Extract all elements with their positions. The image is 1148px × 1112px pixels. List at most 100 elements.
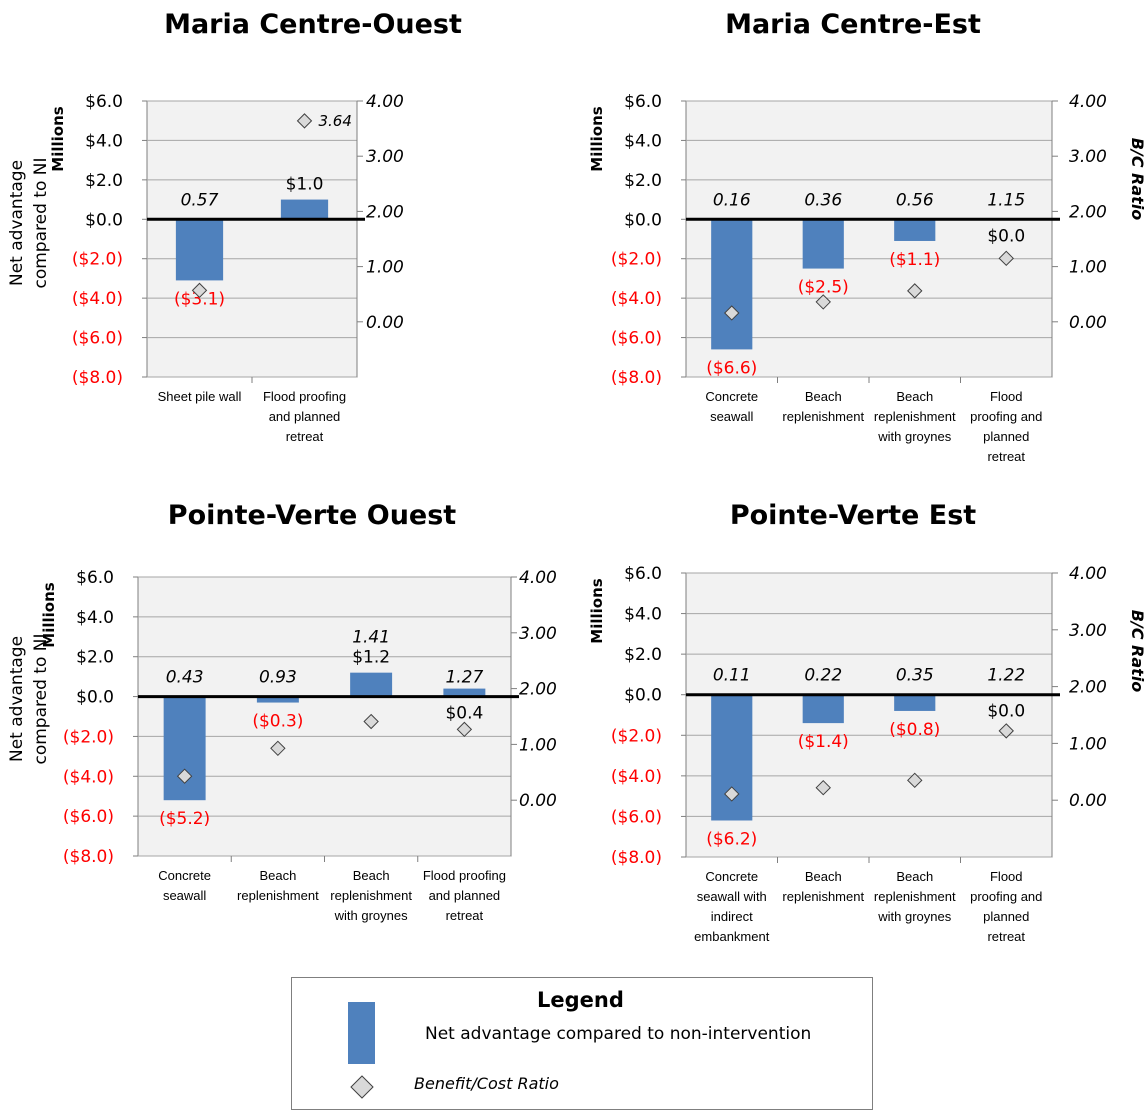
category-label: Beach (896, 869, 933, 884)
ratio-label: 0.57 (181, 190, 219, 210)
category-label: Flood (990, 389, 1023, 404)
chart-2: Maria Centre-Est ($8.0) ($6.0) ($4.0) ($2.0)… (588, 9, 1147, 464)
ratio-marker (176, 768, 193, 784)
bar (802, 219, 844, 269)
y-tick-label: ($8.0) (611, 368, 662, 388)
category-label: retreat (446, 908, 484, 923)
ratio-marker (191, 282, 208, 299)
bar-value-label: ($1.4) (798, 732, 849, 752)
ratio-marker (907, 772, 923, 789)
bar-value-label: ($2.5) (798, 278, 849, 298)
category-label: indirect (711, 909, 753, 924)
y-tick-label: ($2.0) (611, 250, 662, 270)
legend-bar-label: Net advantage compared to non-interventi… (425, 1024, 812, 1044)
ratio-marker (724, 786, 740, 802)
bar (894, 219, 936, 241)
ratio-marker (815, 294, 831, 310)
y-unit-label: Millions (588, 578, 606, 643)
category-label: Beach (805, 389, 842, 404)
y-tick-label: $4.0 (76, 608, 114, 628)
category-label: planned (983, 429, 1029, 444)
y-tick-label: $2.0 (624, 645, 662, 665)
category-label: and planned (429, 888, 501, 903)
category-label: Beach (259, 868, 296, 883)
legend-diamond-label: Benefit/Cost Ratio (414, 1074, 559, 1093)
bar-value-label: $1.2 (352, 648, 390, 668)
y2-tick-label: 1.00 (366, 258, 404, 278)
chart-1: Maria Centre-Ouest ($8.0) ($6.0) ($4.0) ($2.… (7, 9, 462, 444)
y-unit-label: Millions (49, 106, 67, 171)
bar-value-label: ($6.6) (706, 358, 757, 378)
legend-bar-swatch (348, 1002, 375, 1064)
ratio-marker (456, 721, 473, 738)
y2-tick-label: 4.00 (519, 568, 557, 588)
bar (350, 672, 393, 697)
y-tick-label: ($2.0) (63, 727, 114, 747)
y-axis-title: Net advantage (7, 160, 27, 286)
y2-tick-label: 2.00 (519, 680, 557, 700)
y2-tick-label: 0.00 (366, 313, 404, 333)
category-label: Flood proofing (263, 389, 346, 404)
ratio-label: 0.16 (713, 190, 751, 210)
bar-value-label: $0.0 (987, 702, 1025, 722)
ratio-label: 1.22 (987, 666, 1025, 686)
ratio-label: 0.35 (896, 666, 934, 686)
y-tick-label: ($4.0) (611, 289, 662, 309)
y-tick-label: ($8.0) (611, 848, 662, 868)
bar (256, 696, 299, 703)
category-label: retreat (987, 929, 1025, 944)
ratio-marker (815, 779, 831, 796)
category-label: retreat (987, 449, 1025, 464)
bar-value-label: $0.4 (445, 704, 483, 724)
ratio-label: 0.93 (259, 668, 297, 688)
y-tick-label: $2.0 (624, 171, 662, 191)
ratio-label: 0.11 (713, 666, 751, 686)
category-label: replenishment (330, 888, 412, 903)
bar (894, 694, 936, 711)
y-unit-label: Millions (40, 582, 58, 647)
category-label: embankment (694, 929, 770, 944)
y-tick-label: ($6.0) (611, 807, 662, 827)
ratio-marker (724, 305, 740, 321)
y-tick-label: $6.0 (85, 92, 123, 112)
category-label: Beach (805, 869, 842, 884)
bar-value-label: ($0.3) (252, 712, 303, 732)
category-label: Beach (896, 389, 933, 404)
y-tick-label: $0.0 (76, 688, 114, 708)
y2-tick-label: 3.00 (366, 147, 404, 167)
bar (280, 199, 329, 220)
y2-tick-label: 1.00 (519, 735, 557, 755)
bar-value-label: ($6.2) (706, 829, 757, 849)
y2-tick-label: 3.00 (519, 624, 557, 644)
bar (802, 694, 844, 724)
y-unit-label: Millions (588, 106, 606, 171)
category-label: with groynes (334, 908, 408, 923)
category-label: with groynes (877, 429, 951, 444)
category-label: Beach (353, 868, 390, 883)
category-label: proofing and (970, 889, 1042, 904)
chart-title: Maria Centre-Est (725, 9, 981, 40)
ratio-marker (998, 723, 1014, 739)
bar-value-label: ($1.1) (889, 250, 940, 270)
y-tick-label: ($6.0) (63, 807, 114, 827)
category-label: seawall (710, 409, 753, 424)
bar-value-label: ($5.2) (159, 809, 210, 829)
category-label: and planned (269, 409, 341, 424)
chart-3: Pointe-Verte Ouest ($8.0) ($6.0) ($4.0) ($2.… (7, 500, 557, 923)
category-label: replenishment (874, 409, 956, 424)
category-label: Concrete (705, 869, 758, 884)
ratio-label: 1.27 (445, 668, 483, 688)
chart-title: Maria Centre-Ouest (164, 9, 462, 40)
category-label: seawall with (697, 889, 767, 904)
y-tick-label: ($8.0) (72, 368, 123, 388)
category-label: replenishment (237, 888, 319, 903)
y2-tick-label: 0.00 (519, 791, 557, 811)
y-tick-label: ($6.0) (611, 329, 662, 349)
ratio-label: 1.41 (352, 628, 390, 648)
y2-tick-label: 0.00 (1069, 313, 1107, 333)
chart-title: Pointe-Verte Ouest (168, 500, 456, 531)
y-tick-label: $6.0 (76, 568, 114, 588)
bar-value-label: $0.0 (987, 226, 1025, 246)
y-tick-label: ($4.0) (72, 289, 123, 309)
